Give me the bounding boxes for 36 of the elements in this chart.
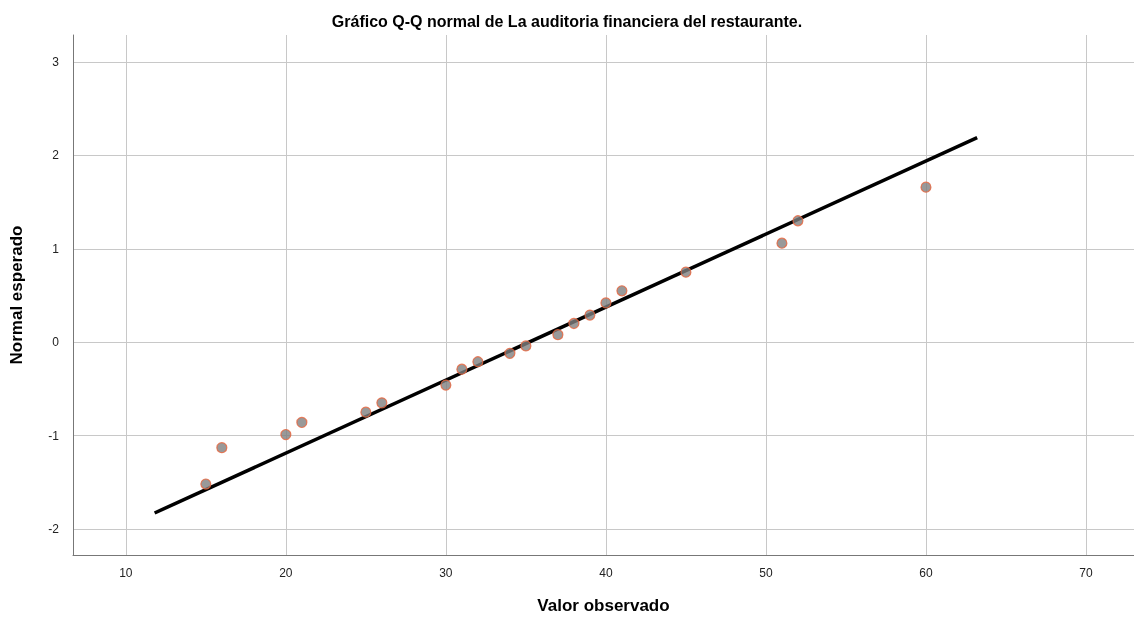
point [360, 406, 372, 418]
y-tick-label: -1 [48, 428, 60, 443]
y-tick-label: -2 [48, 521, 60, 536]
point [472, 356, 484, 368]
y-tick-label: 1 [52, 241, 60, 256]
x-tick-label: 30 [439, 566, 453, 580]
point [200, 478, 212, 490]
x-axis-title: Valor observado [537, 596, 670, 615]
y-tick-label: 0 [52, 335, 60, 350]
point [216, 442, 228, 454]
y-tick-label: 2 [52, 148, 60, 163]
x-tick-label: 40 [599, 566, 613, 580]
point [296, 416, 308, 429]
point [616, 285, 628, 297]
point [552, 329, 564, 341]
chart-title: Gráfico Q-Q normal de La auditoria financiera del restaurante. [331, 12, 803, 30]
point [600, 297, 612, 309]
y-tick-label: 3 [52, 55, 60, 70]
point [456, 363, 468, 375]
point [584, 309, 596, 321]
point [776, 237, 788, 249]
x-tick-label: 60 [919, 566, 933, 580]
point [568, 317, 580, 330]
point [520, 340, 532, 352]
point [376, 397, 388, 409]
x-tick-label: 10 [119, 566, 133, 580]
point [792, 215, 804, 227]
point [680, 266, 692, 278]
x-tick-label: 70 [1079, 566, 1093, 580]
point [504, 347, 516, 359]
y-axis-title: Normal esperado [7, 225, 26, 365]
point [280, 428, 292, 441]
x-tick-label: 20 [279, 566, 293, 580]
x-tick-label: 50 [759, 566, 773, 580]
point [920, 181, 932, 193]
point [440, 379, 452, 391]
